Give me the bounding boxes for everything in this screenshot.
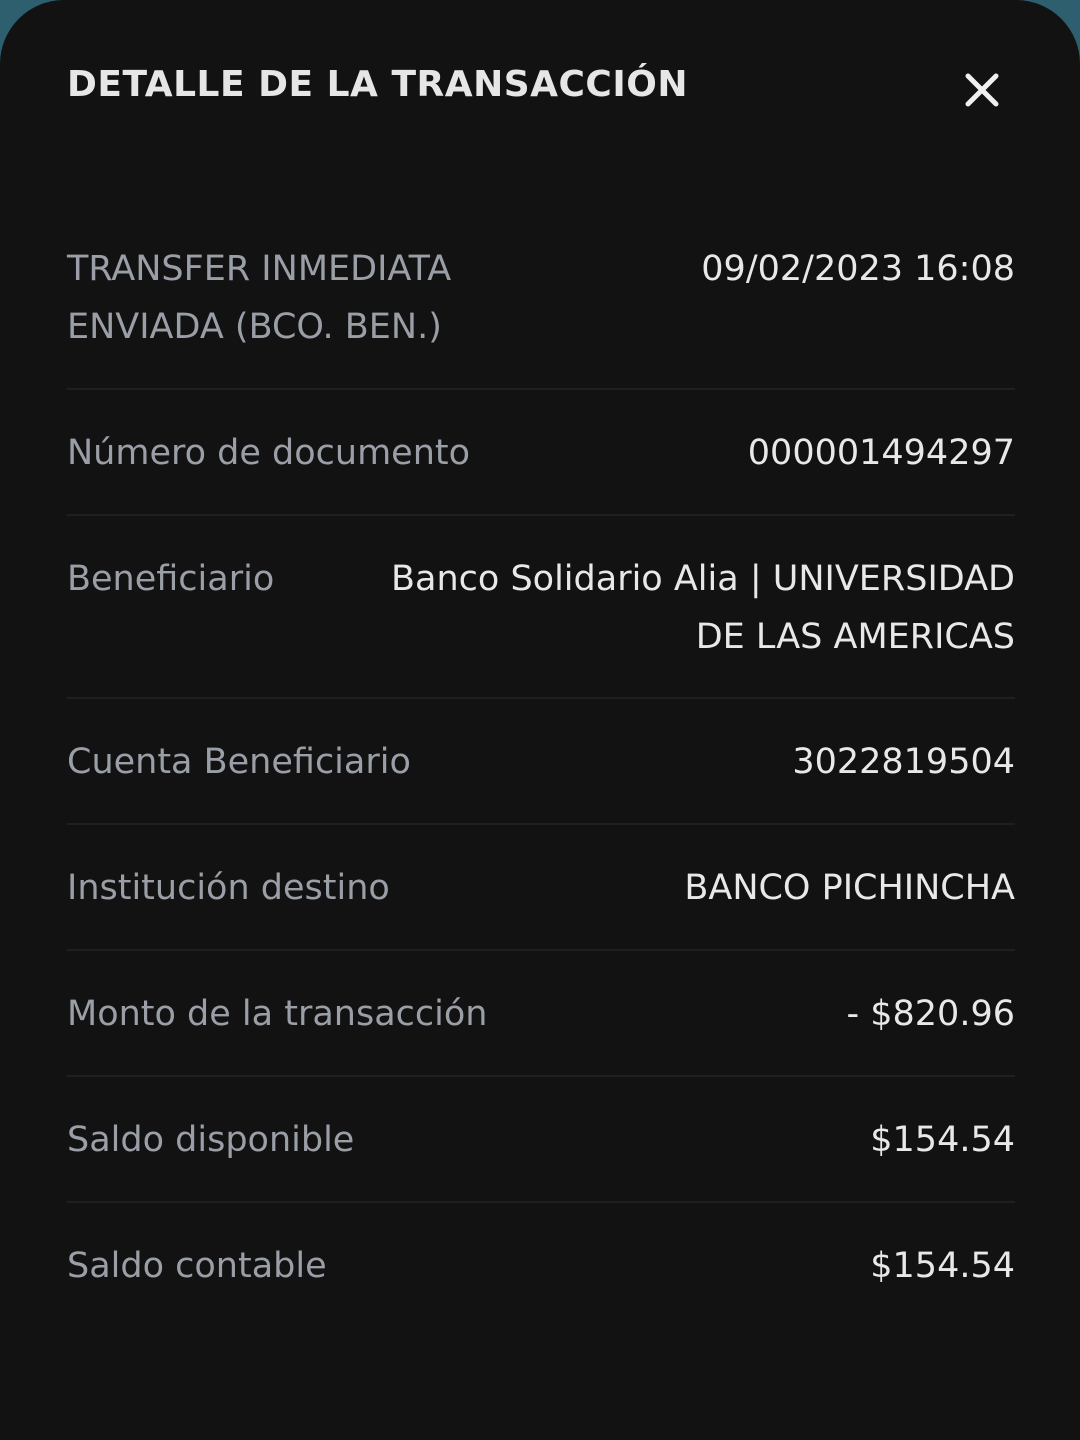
transaction-datetime: 09/02/2023 16:08 [701, 249, 1015, 289]
page-title: DETALLE DE LA TRANSACCIÓN [67, 64, 688, 105]
row-label: Saldo disponible [67, 1120, 355, 1160]
detail-row-document: Número de documento 000001494297 [67, 390, 1015, 516]
row-value: - $820.96 [846, 994, 1016, 1034]
close-icon [965, 73, 999, 107]
row-label: Cuenta Beneficiario [67, 742, 411, 782]
detail-row-beneficiary: Beneficiario Banco Solidario Alia | UNIV… [67, 516, 1015, 699]
row-value: BANCO PICHINCHA [684, 868, 1015, 908]
close-button[interactable] [958, 66, 1006, 114]
transaction-type: TRANSFER INMEDIATA ENVIADA (BCO. BEN.) [67, 249, 452, 347]
row-label: Beneficiario [67, 559, 275, 599]
detail-row-amount: Monto de la transacción - $820.96 [67, 951, 1015, 1077]
row-value: $154.54 [870, 1120, 1015, 1160]
row-label: Saldo contable [67, 1246, 327, 1286]
row-value: 000001494297 [747, 433, 1015, 473]
detail-row-book-balance: Saldo contable $154.54 [67, 1203, 1015, 1327]
detail-row-institution: Institución destino BANCO PICHINCHA [67, 825, 1015, 951]
detail-list: TRANSFER INMEDIATA ENVIADA (BCO. BEN.) 0… [67, 240, 1015, 1327]
detail-row-available-balance: Saldo disponible $154.54 [67, 1077, 1015, 1203]
row-label: Número de documento [67, 433, 471, 473]
detail-row-type: TRANSFER INMEDIATA ENVIADA (BCO. BEN.) 0… [67, 240, 1015, 390]
row-value: 3022819504 [792, 742, 1015, 782]
row-value: $154.54 [870, 1246, 1015, 1286]
row-value: Banco Solidario Alia | UNIVERSIDAD DE LA… [391, 559, 1015, 657]
detail-row-account: Cuenta Beneficiario 3022819504 [67, 699, 1015, 825]
row-label: Monto de la transacción [67, 994, 488, 1034]
row-label: Institución destino [67, 868, 390, 908]
